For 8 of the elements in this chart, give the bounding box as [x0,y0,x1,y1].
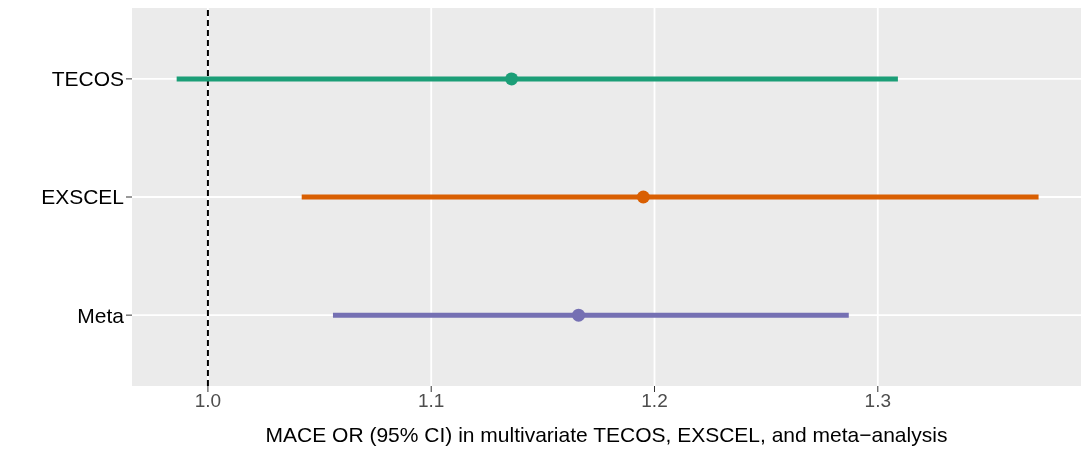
y-tick-label: EXSCEL [41,185,124,209]
x-tick-label: 1.3 [864,390,892,412]
y-tick-label: TECOS [51,67,124,91]
x-tick-label: 1.0 [194,390,222,412]
x-axis-title: MACE OR (95% CI) in multivariate TECOS, EXSCEL, and meta−analysis [265,423,948,446]
y-tick-label: Meta [77,303,125,327]
x-tick-label: 1.2 [641,390,668,412]
x-tick-label: 1.1 [418,390,445,412]
